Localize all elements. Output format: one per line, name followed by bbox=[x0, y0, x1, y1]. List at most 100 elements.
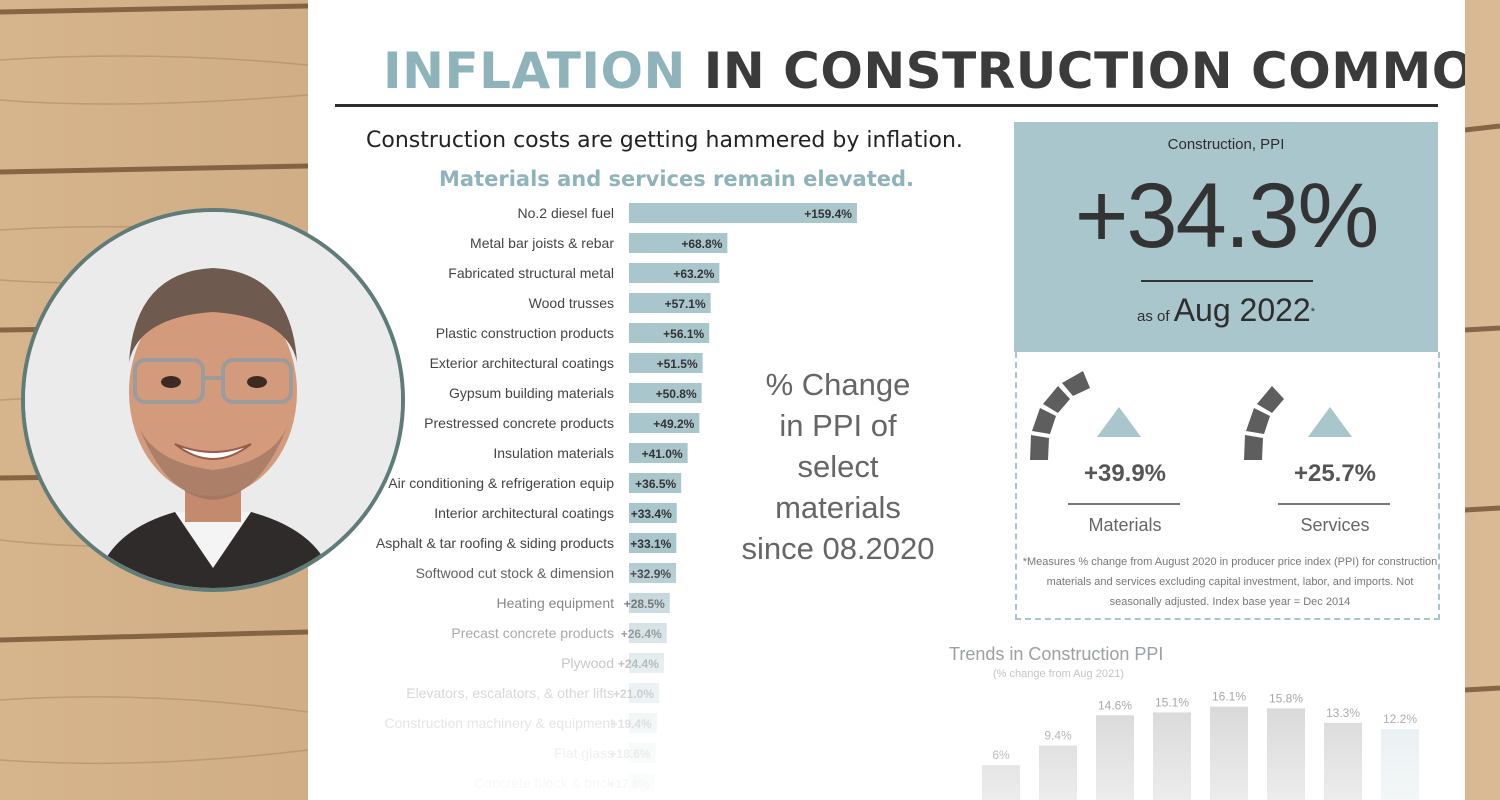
side-label-line: % Change bbox=[765, 367, 911, 402]
trend-bar-label: 14.6% bbox=[1098, 698, 1132, 712]
bar-category-label: Metal bar joists & rebar bbox=[470, 235, 614, 251]
trend-bar-label: 12.2% bbox=[1383, 712, 1417, 726]
bar-category-label: Flat glass bbox=[554, 745, 614, 761]
ppi-value: +34.3% bbox=[1074, 165, 1380, 267]
services-label: Services bbox=[1300, 515, 1370, 535]
bar-value-label: +19.4% bbox=[611, 717, 652, 731]
services-value: +25.7% bbox=[1293, 460, 1377, 487]
bar-value-label: +63.2% bbox=[673, 267, 714, 281]
ppi-divider bbox=[1141, 280, 1313, 282]
trend-bar bbox=[982, 765, 1020, 800]
trend-bar bbox=[1210, 706, 1248, 800]
bar-value-label: +49.2% bbox=[653, 417, 694, 431]
bar-category-label: Air conditioning & refrigeration equip bbox=[388, 475, 614, 491]
asof-prefix: as of bbox=[1137, 308, 1170, 325]
bar-category-label: No.2 diesel fuel bbox=[517, 205, 614, 221]
bar bbox=[629, 443, 688, 463]
bar bbox=[629, 413, 700, 433]
bar-category-label: Exterior architectural coatings bbox=[430, 355, 614, 371]
profile-photo bbox=[21, 208, 405, 592]
person-portrait-image bbox=[25, 212, 401, 588]
trend-bar bbox=[1153, 712, 1191, 800]
bar-value-label: +26.4% bbox=[621, 627, 662, 641]
bar-category-label: Precast concrete products bbox=[451, 625, 614, 641]
side-label-line: materials bbox=[775, 490, 901, 525]
materials-value: +39.9% bbox=[1083, 460, 1167, 487]
metrics-box bbox=[1015, 352, 1440, 620]
bar bbox=[629, 533, 677, 553]
services-up-icon bbox=[1308, 407, 1352, 437]
services-gauge-icon bbox=[1244, 386, 1284, 460]
bar-value-label: +24.4% bbox=[618, 657, 659, 671]
bar-category-label: Concrete block & brick bbox=[474, 775, 615, 791]
bar-value-label: +17.8% bbox=[608, 777, 649, 791]
title-accent: INFLATION bbox=[383, 42, 686, 100]
bar-value-label: +57.1% bbox=[665, 297, 706, 311]
subtitle-accent: Materials and services remain elevated. bbox=[439, 167, 914, 191]
trend-bar-label: 15.8% bbox=[1269, 691, 1303, 705]
bar bbox=[629, 293, 711, 313]
bar-category-label: Construction machinery & equipment bbox=[384, 715, 614, 731]
trend-chart-subtitle: (% change from Aug 2021) bbox=[993, 668, 1124, 680]
bar bbox=[629, 323, 710, 343]
bar-value-label: +18.6% bbox=[610, 747, 651, 761]
trend-chart-title: Trends in Construction PPI bbox=[949, 644, 1164, 664]
trend-bar-label: 16.1% bbox=[1212, 690, 1246, 704]
bar-value-label: +56.1% bbox=[663, 327, 704, 341]
services-rule bbox=[1278, 503, 1390, 505]
subtitle: Construction costs are getting hammered … bbox=[366, 128, 963, 153]
bar bbox=[629, 383, 702, 403]
bar bbox=[629, 233, 728, 253]
trend-bar bbox=[1381, 729, 1419, 800]
bar-value-label: +21.0% bbox=[613, 687, 654, 701]
bar-category-label: Plywood bbox=[561, 655, 614, 671]
bar-category-label: Softwood cut stock & dimension bbox=[416, 565, 614, 581]
trend-bar bbox=[1039, 745, 1077, 800]
bar bbox=[629, 263, 720, 283]
bar-category-label: Elevators, escalators, & other lifts bbox=[406, 685, 614, 701]
ppi-asof: as of Aug 2022* bbox=[1014, 292, 1438, 329]
bar bbox=[629, 503, 677, 523]
trend-bar-label: 15.1% bbox=[1155, 695, 1189, 709]
trend-bar-label: 6% bbox=[992, 748, 1010, 762]
bar-value-label: +68.8% bbox=[681, 237, 722, 251]
asof-mark: * bbox=[1310, 306, 1315, 318]
bar-category-label: Fabricated structural metal bbox=[448, 265, 614, 281]
bar-category-label: Prestressed concrete products bbox=[424, 415, 614, 431]
materials-label: Materials bbox=[1088, 515, 1162, 535]
trend-bar-chart: 6% 9.4% 14.6% 15.1% 16.1% 15.8% 13.3% 12.2% bbox=[982, 690, 1419, 800]
page-title: INFLATION IN CONSTRUCTION COMMODITIES bbox=[383, 42, 1465, 100]
trend-bar bbox=[1324, 722, 1362, 800]
bar-value-label: +28.5% bbox=[624, 597, 665, 611]
bar-value-label: +32.9% bbox=[630, 567, 671, 581]
bar bbox=[629, 473, 682, 493]
materials-rule bbox=[1068, 503, 1180, 505]
bar-value-label: +159.4% bbox=[804, 207, 852, 221]
bar-value-label: +51.5% bbox=[657, 357, 698, 371]
bar bbox=[629, 353, 703, 373]
asof-date: Aug 2022 bbox=[1173, 292, 1311, 328]
bar-category-label: Interior architectural coatings bbox=[434, 505, 614, 521]
ppi-summary-box: Construction, PPI +34.3% as of Aug 2022* bbox=[1014, 122, 1438, 352]
bar-category-label: Plastic construction products bbox=[436, 325, 614, 341]
materials-gauge-icon bbox=[1030, 371, 1090, 460]
chart-side-label: % Change in PPI of select materials sinc… bbox=[708, 364, 968, 569]
bar-category-label: Heating equipment bbox=[496, 595, 614, 611]
bar-value-label: +41.0% bbox=[642, 447, 683, 461]
trend-bar-label: 9.4% bbox=[1044, 728, 1072, 742]
trend-bar bbox=[1096, 715, 1134, 800]
bar-category-label: Insulation materials bbox=[493, 445, 614, 461]
infographic-card: INFLATION IN CONSTRUCTION COMMODITIES Co… bbox=[308, 0, 1465, 800]
trend-bar-label: 13.3% bbox=[1326, 706, 1360, 720]
side-label-line: since 08.2020 bbox=[741, 531, 935, 566]
title-rule bbox=[335, 104, 1438, 107]
bar-value-label: +50.8% bbox=[656, 387, 697, 401]
side-label-line: in PPI of bbox=[779, 408, 897, 443]
bar-category-label: Asphalt & tar roofing & siding products bbox=[376, 535, 614, 551]
side-label-line: select bbox=[797, 449, 879, 484]
title-rest: IN CONSTRUCTION COMMODITIES bbox=[703, 42, 1465, 100]
bar-value-label: +33.4% bbox=[631, 507, 672, 521]
bar-value-label: +36.5% bbox=[635, 477, 676, 491]
trend-bar bbox=[1267, 708, 1305, 800]
bar bbox=[629, 203, 857, 223]
